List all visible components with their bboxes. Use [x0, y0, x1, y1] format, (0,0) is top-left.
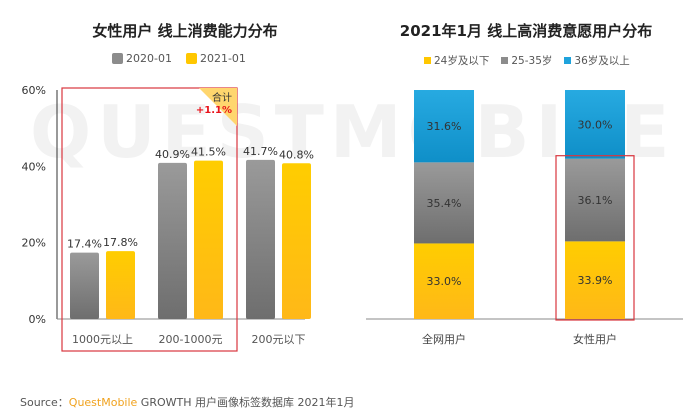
legend-label: 24岁及以下 — [434, 55, 490, 67]
badge-label: 合计 — [212, 91, 232, 104]
data-label: 33.0% — [427, 275, 462, 288]
bar-2020-01 — [70, 252, 99, 319]
data-label: 40.8% — [279, 148, 314, 161]
x-tick-label: 200元以下 — [252, 333, 306, 346]
segment-36岁及以上 — [565, 90, 625, 159]
data-label: 35.4% — [427, 197, 462, 210]
x-tick-label: 全网用户 — [422, 332, 466, 346]
source-brand: QuestMobile — [68, 396, 138, 409]
legend-swatch-gray — [112, 53, 123, 64]
highlight-box — [555, 155, 635, 321]
data-label: 31.6% — [427, 120, 462, 133]
data-label: 41.7% — [243, 145, 278, 158]
x-tick-label: 200-1000元 — [159, 333, 223, 346]
bar-2021-01 — [282, 163, 311, 319]
highlight-box — [61, 87, 238, 352]
chart2-legend: 24岁及以下 25-35岁 36岁及以上 — [424, 53, 630, 68]
bar-2021-01 — [106, 251, 135, 319]
legend-item-2021: 2021-01 — [185, 52, 246, 65]
x-tick-label: 1000元以上 — [72, 333, 133, 346]
watermark: QUESTMOBILE — [30, 90, 676, 174]
chart1-plot: 0% 20% 40% 60% 合计+1.1% 17.4% 17.8% 1000元以上 40.9%… — [22, 84, 314, 352]
legend-swatch-blue — [564, 57, 572, 64]
data-label: 41.5% — [191, 146, 226, 159]
chart2-title: 2021年1月 线上高消费意愿用户分布 — [399, 22, 653, 40]
segment-24岁及以下 — [565, 241, 625, 319]
y-tick-label: 20% — [22, 237, 46, 250]
y-tick-label: 40% — [22, 160, 46, 173]
legend-swatch-yellow — [424, 57, 431, 64]
legend-item-under24: 24岁及以下 — [424, 53, 489, 68]
source-text: GROWTH 用户画像标签数据库 2021年1月 — [137, 396, 355, 409]
y-tick-label: 60% — [22, 84, 46, 97]
data-label: 17.8% — [103, 236, 138, 249]
y-tick-label: 0% — [29, 313, 46, 326]
source-note: Source：QuestMobile GROWTH 用户画像标签数据库 2021… — [20, 394, 355, 410]
chart1-title: 女性用户 线上消费能力分布 — [92, 22, 278, 40]
data-label: 40.9% — [155, 148, 190, 161]
legend-item-25-35: 25-35岁 — [501, 53, 552, 68]
data-label: 33.9% — [578, 274, 613, 287]
legend-swatch-gray — [501, 57, 509, 64]
legend-item-2020: 2020-01 — [112, 52, 172, 65]
chart2-plot: 33.0% 35.4% 31.6% 全网用户 33.9% 36.1% 30.0% 女性用户 — [366, 90, 683, 346]
segment-25-35岁 — [414, 162, 474, 244]
bar-2020-01 — [158, 162, 187, 319]
badge-value: +1.1% — [196, 105, 232, 116]
legend-label: 2020-01 — [126, 52, 172, 65]
segment-24岁及以下 — [414, 243, 474, 319]
legend-label: 25-35岁 — [511, 55, 553, 67]
bar-2020-01 — [246, 159, 275, 319]
segment-25-35岁 — [565, 158, 625, 242]
data-label: 30.0% — [578, 118, 613, 131]
source-prefix: Source： — [20, 396, 69, 409]
legend-label: 36岁及以上 — [574, 55, 630, 67]
data-label: 36.1% — [578, 194, 613, 207]
x-tick-label: 女性用户 — [573, 332, 617, 346]
legend-item-over36: 36岁及以上 — [564, 53, 630, 68]
chart1-legend: 2020-01 2021-01 — [112, 52, 246, 65]
segment-36岁及以上 — [414, 90, 474, 163]
bar-2021-01 — [194, 160, 223, 319]
data-label: 17.4% — [67, 238, 102, 251]
legend-swatch-yellow — [185, 53, 197, 64]
legend-label: 2021-01 — [199, 52, 246, 65]
badge-corner — [199, 88, 237, 126]
